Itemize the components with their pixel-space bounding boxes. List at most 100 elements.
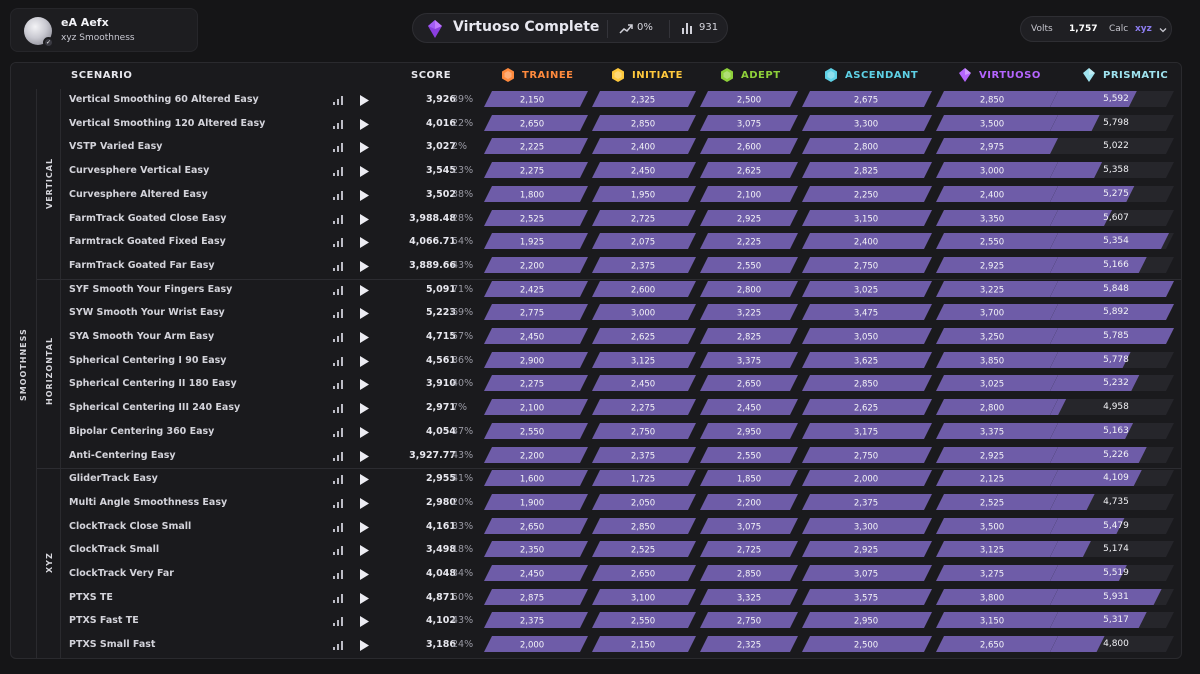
signal-bars-icon (333, 96, 343, 105)
threshold-value: 2,525 (980, 498, 1004, 508)
play-icon[interactable] (359, 118, 369, 130)
threshold-value: 2,450 (520, 570, 544, 580)
scenario-name[interactable]: SYW Smooth Your Wrist Easy (69, 307, 225, 319)
table-row[interactable]: PTXS TE 4,871 50% 2,875 3,100 3,325 3,575 3,800… (11, 587, 1181, 610)
scenario-name[interactable]: PTXS TE (69, 591, 113, 603)
table-row[interactable]: Curvesphere Vertical Easy 3,545 23% 2,275 2,… (11, 160, 1181, 183)
table-row[interactable]: ClockTrack Close Small 4,161 33% 2,650 2,850… (11, 516, 1181, 539)
rank-bar-virtuoso (936, 612, 1058, 629)
scenario-name[interactable]: Bipolar Centering 360 Easy (69, 425, 215, 437)
play-icon[interactable] (359, 545, 369, 557)
play-icon[interactable] (359, 213, 369, 225)
scenario-name[interactable]: ClockTrack Very Far (69, 568, 174, 579)
play-icon[interactable] (359, 284, 369, 296)
scenario-name[interactable]: SYF Smooth Your Fingers Easy (69, 283, 233, 295)
table-row[interactable]: Multi Angle Smoothness Easy 2,980 20% 1,900… (11, 492, 1181, 515)
table-row[interactable]: Vertical Smoothing 60 Altered Easy 3,926 3… (11, 89, 1181, 112)
prismatic-threshold: 5,232 (1103, 378, 1129, 389)
play-icon[interactable] (359, 450, 369, 462)
play-icon[interactable] (359, 474, 369, 486)
scenario-name[interactable]: PTXS Fast TE (69, 615, 139, 627)
table-row[interactable]: VSTP Varied Easy 3,027 2% 2,225 2,400 2,600 2,… (11, 136, 1181, 159)
rank-bar-ascendant (802, 233, 932, 250)
table-row[interactable]: SYA Smooth Your Arm Easy 4,715 57% 2,450 2,6… (11, 326, 1181, 349)
table-row[interactable]: FarmTrack Goated Far Easy 3,889.66 43% 2,20… (11, 255, 1181, 278)
settings-pill[interactable]: Volts 1,757 Calc xyz (1020, 16, 1172, 42)
scenario-name[interactable]: FarmTrack Goated Close Easy (69, 212, 227, 224)
scenario-name[interactable]: ClockTrack Small (69, 544, 160, 556)
table-row[interactable]: PTXS Fast TE 4,102 43% 2,375 2,550 2,750 2,950… (11, 610, 1181, 633)
rank-progress-bars: 1,600 1,725 1,850 2,000 2,125 (484, 470, 1174, 487)
table-row[interactable]: FarmTrack Goated Close Easy 3,988.48 28% 2,… (11, 208, 1181, 231)
play-icon[interactable] (359, 426, 369, 438)
rank-progress-bars: 2,150 2,325 2,500 2,675 2,850 (484, 91, 1174, 107)
play-icon[interactable] (359, 189, 369, 201)
table-row[interactable]: GliderTrack Easy 2,955 41% 1,600 1,725 1,850 2… (11, 468, 1181, 491)
play-icon[interactable] (359, 640, 369, 652)
table-row[interactable]: Vertical Smoothing 120 Altered Easy 4,016… (11, 113, 1181, 136)
prismatic-bar-fill (1050, 256, 1147, 273)
scenario-name[interactable]: Multi Angle Smoothness Easy (69, 496, 228, 508)
scenario-name[interactable]: VSTP Varied Easy (69, 141, 163, 153)
divider (669, 20, 670, 38)
prismatic-bar-fill (1050, 375, 1140, 392)
play-icon[interactable] (359, 569, 369, 580)
table-row[interactable]: Anti-Centering Easy 3,927.77 43% 2,200 2,375… (11, 445, 1181, 468)
scenario-name[interactable]: SYA Smooth Your Arm Easy (69, 331, 215, 342)
table-row[interactable]: Spherical Centering I 90 Easy 4,561 36% 2,9… (11, 350, 1181, 373)
play-icon[interactable] (359, 379, 369, 391)
play-icon[interactable] (359, 403, 369, 415)
rank-status-pill[interactable]: Virtuoso Complete 0% 931 (412, 13, 728, 43)
table-row[interactable]: Bipolar Centering 360 Easy 4,054 37% 2,550 2… (11, 421, 1181, 444)
play-icon[interactable] (359, 616, 369, 628)
play-icon[interactable] (359, 308, 369, 320)
score-percent: 23% (452, 165, 474, 177)
scenario-name[interactable]: PTXS Small Fast (69, 639, 156, 651)
rank-bar-ascendant (802, 162, 932, 179)
rank-bar-trainee (484, 162, 588, 179)
table-row[interactable]: SYF Smooth Your Fingers Easy 5,091 71% 2,42… (11, 279, 1181, 302)
rank-bar-initiate (592, 304, 696, 321)
scenario-name[interactable]: Curvesphere Altered Easy (69, 188, 208, 200)
profile-card[interactable]: ✓ eA Aefx xyz Smoothness (10, 8, 198, 52)
scenario-name[interactable]: GliderTrack Easy (69, 473, 158, 485)
table-row[interactable]: Spherical Centering III 240 Easy 2,971 7% 2… (11, 397, 1181, 420)
table-row[interactable]: SYW Smooth Your Wrist Easy 5,223 69% 2,775 3… (11, 302, 1181, 325)
scenario-name[interactable]: Farmtrack Goated Fixed Easy (69, 236, 226, 248)
chevron-down-icon[interactable] (1159, 26, 1167, 34)
calc-select[interactable]: xyz (1135, 24, 1152, 34)
scenario-name[interactable]: ClockTrack Close Small (69, 520, 192, 532)
scenario-name[interactable]: Spherical Centering II 180 Easy (69, 378, 237, 390)
play-icon[interactable] (359, 355, 369, 367)
threshold-value: 3,350 (980, 214, 1004, 224)
threshold-value: 2,650 (737, 380, 761, 390)
scenario-name[interactable]: Spherical Centering I 90 Easy (69, 354, 227, 366)
play-icon[interactable] (359, 142, 369, 154)
play-icon[interactable] (359, 521, 369, 533)
signal-bars-icon (333, 190, 343, 200)
play-icon[interactable] (359, 166, 369, 178)
table-row[interactable]: PTXS Small Fast 3,186 24% 2,000 2,150 2,325 2,… (11, 634, 1181, 657)
scenario-name[interactable]: Anti-Centering Easy (69, 449, 176, 461)
play-icon[interactable] (359, 592, 369, 604)
scenario-name[interactable]: Spherical Centering III 240 Easy (69, 402, 241, 414)
prismatic-threshold: 5,163 (1103, 425, 1129, 436)
play-icon[interactable] (359, 497, 369, 509)
benchmark-table: SCENARIO SCORE TRAINEE INITIATE ADEPT ASCEN… (10, 62, 1182, 659)
scenario-name[interactable]: Vertical Smoothing 60 Altered Easy (69, 94, 259, 105)
rank-bar-ascendant (802, 470, 932, 487)
scenario-name[interactable]: FarmTrack Goated Far Easy (69, 259, 215, 271)
play-icon[interactable] (359, 332, 369, 343)
threshold-value: 3,175 (854, 427, 878, 437)
table-row[interactable]: ClockTrack Small 3,498 18% 2,350 2,525 2,725 2… (11, 539, 1181, 562)
play-icon[interactable] (359, 237, 369, 249)
table-row[interactable]: Farmtrack Goated Fixed Easy 4,066.71 54% 1,… (11, 231, 1181, 254)
scenario-name[interactable]: Vertical Smoothing 120 Altered Easy (69, 117, 266, 129)
play-icon[interactable] (359, 95, 369, 106)
play-icon[interactable] (359, 260, 369, 272)
table-row[interactable]: Curvesphere Altered Easy 3,502 38% 1,800 1,9… (11, 184, 1181, 207)
table-row[interactable]: ClockTrack Very Far 4,048 34% 2,450 2,650 2,8… (11, 563, 1181, 586)
scenario-name[interactable]: Curvesphere Vertical Easy (69, 165, 210, 177)
threshold-value: 3,075 (854, 570, 878, 580)
table-row[interactable]: Spherical Centering II 180 Easy 3,910 40% 2… (11, 373, 1181, 396)
